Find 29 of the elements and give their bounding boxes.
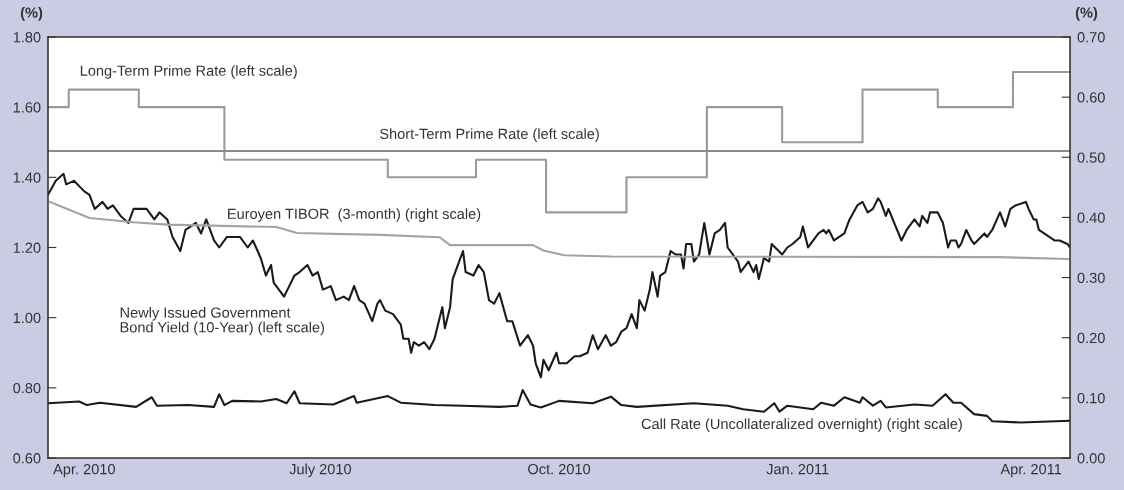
line-series xyxy=(47,200,1071,260)
x-tick-label: Jan. 2011 xyxy=(766,463,829,475)
y-axis-title: (%) xyxy=(20,7,43,21)
y-tick-label: 1.40 xyxy=(13,172,41,183)
y2-tick-label: 0.30 xyxy=(1077,272,1105,283)
y2-tick-label: 0.00 xyxy=(1077,453,1105,464)
y-tick-label: 0.80 xyxy=(13,382,41,394)
series-label: Call Rate (Uncollateralized overnight) (right scale) xyxy=(641,418,962,432)
y2-axis-title: (%) xyxy=(1075,7,1098,21)
y-tick-label: 0.60 xyxy=(13,453,41,464)
series-label: Short-Term Prime Rate (left scale) xyxy=(379,128,599,142)
y-tick-label: 1.20 xyxy=(13,242,41,253)
x-tick-label: Oct. 2010 xyxy=(528,463,591,475)
y2-tick-label: 0.60 xyxy=(1077,92,1105,103)
series-label: Euroyen TIBOR (3-month) (right scale) xyxy=(228,208,481,222)
y-tick-label: 1.00 xyxy=(13,312,41,324)
series-label: Long-Term Prime Rate (left scale) xyxy=(80,65,297,79)
y-tick-label: 1.60 xyxy=(13,102,41,113)
y2-tick-label: 0.10 xyxy=(1077,392,1105,404)
x-tick-label: July 2010 xyxy=(289,463,352,478)
x-tick-label: Apr. 2011 xyxy=(1000,463,1062,478)
y2-tick-label: 0.50 xyxy=(1077,152,1105,163)
y2-tick-label: 0.20 xyxy=(1077,332,1105,344)
y2-tick-label: 0.40 xyxy=(1077,212,1105,223)
line-series xyxy=(47,172,1071,379)
y2-tick-label: 0.70 xyxy=(1077,32,1105,43)
series-label: Newly Issued Government Bond Yield (10-Year) (left scale) xyxy=(120,307,324,336)
y-tick-label: 1.80 xyxy=(13,32,41,43)
x-tick-label: Apr. 2010 xyxy=(53,463,115,478)
